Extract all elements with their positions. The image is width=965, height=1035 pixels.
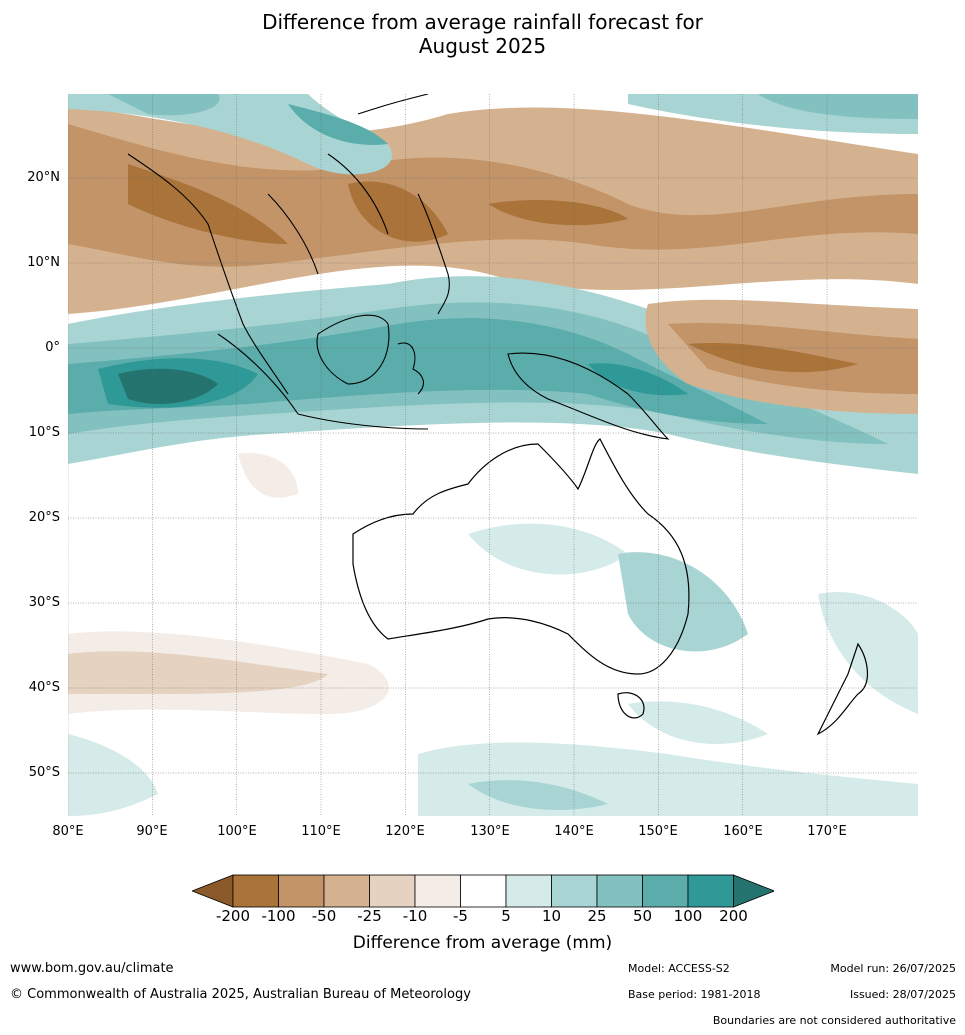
title-line-1: Difference from average rainfall forecas… (262, 10, 703, 34)
lat-label-20n: 20°N (27, 170, 60, 185)
colorbar-tick-label: -50 (311, 907, 337, 925)
colorbar-tick-label: -10 (402, 907, 428, 925)
footer-issued: Issued: 28/07/2025 (849, 988, 956, 1001)
colorbar-title: Difference from average (mm) (352, 933, 613, 953)
colorbar-segment (323, 874, 370, 908)
colorbar-segment (505, 874, 552, 908)
title-line-2: August 2025 (418, 34, 547, 58)
footer-url[interactable]: www.bom.gov.au/climate (10, 961, 174, 976)
footer-model-run: Model run: 26/07/2025 (830, 962, 956, 975)
colorbar-tick-label: 25 (587, 907, 607, 925)
colorbar-tick-label: -100 (261, 907, 296, 925)
colorbar-segment (596, 874, 643, 908)
lon-label-150e: 150°E (638, 824, 678, 839)
colorbar-segment (460, 874, 507, 908)
colorbar-segment (414, 874, 461, 908)
map-canvas (68, 94, 918, 816)
colorbar-tick-label: 50 (632, 907, 653, 925)
lon-label-90e: 90°E (136, 824, 168, 839)
lon-label-140e: 140°E (554, 824, 594, 839)
colorbar-segment (551, 874, 598, 908)
footer-model: Model: ACCESS-S2 (628, 962, 730, 975)
colorbar-segment (278, 874, 325, 908)
footer-copyright: © Commonwealth of Australia 2025, Austra… (10, 987, 471, 1002)
colorbar-segment (369, 874, 416, 908)
lat-label-40s: 40°S (28, 680, 60, 695)
map-title: Difference from average rainfall forecas… (0, 10, 965, 58)
lon-label-130e: 130°E (470, 824, 510, 839)
footer-base-period: Base period: 1981-2018 (628, 988, 761, 1001)
colorbar-extend-low (190, 874, 234, 908)
colorbar-segment (642, 874, 689, 908)
colorbar-tick-label: -25 (357, 907, 382, 925)
colorbar-tick-label: -5 (453, 907, 468, 925)
lat-label-0: 0° (45, 340, 60, 355)
lon-label-160e: 160°E (723, 824, 763, 839)
lat-label-30s: 30°S (28, 595, 60, 610)
colorbar-tick-label: 5 (501, 907, 511, 925)
lat-label-50s: 50°S (28, 765, 60, 780)
colorbar-segment (232, 874, 279, 908)
lon-label-100e: 100°E (217, 824, 257, 839)
lon-label-170e: 170°E (807, 824, 847, 839)
colorbar-extend-high (733, 874, 776, 908)
lat-label-10n: 10°N (27, 255, 60, 270)
rainfall-map (68, 94, 918, 816)
colorbar-tick-label: 10 (541, 907, 562, 925)
colorbar-scale (190, 874, 776, 908)
footer-disclaimer: Boundaries are not considered authoritat… (712, 1014, 956, 1027)
lon-label-110e: 110°E (301, 824, 341, 839)
colorbar-tick-label: 100 (673, 907, 703, 925)
lon-label-80e: 80°E (52, 824, 84, 839)
lat-label-20s: 20°S (28, 510, 60, 525)
colorbar-tick-label: 200 (719, 907, 748, 925)
lat-label-10s: 10°S (28, 425, 60, 440)
colorbar-segment (687, 874, 734, 908)
lon-label-120e: 120°E (385, 824, 425, 839)
colorbar-tick-label: -200 (215, 907, 251, 925)
colorbar (190, 874, 776, 912)
